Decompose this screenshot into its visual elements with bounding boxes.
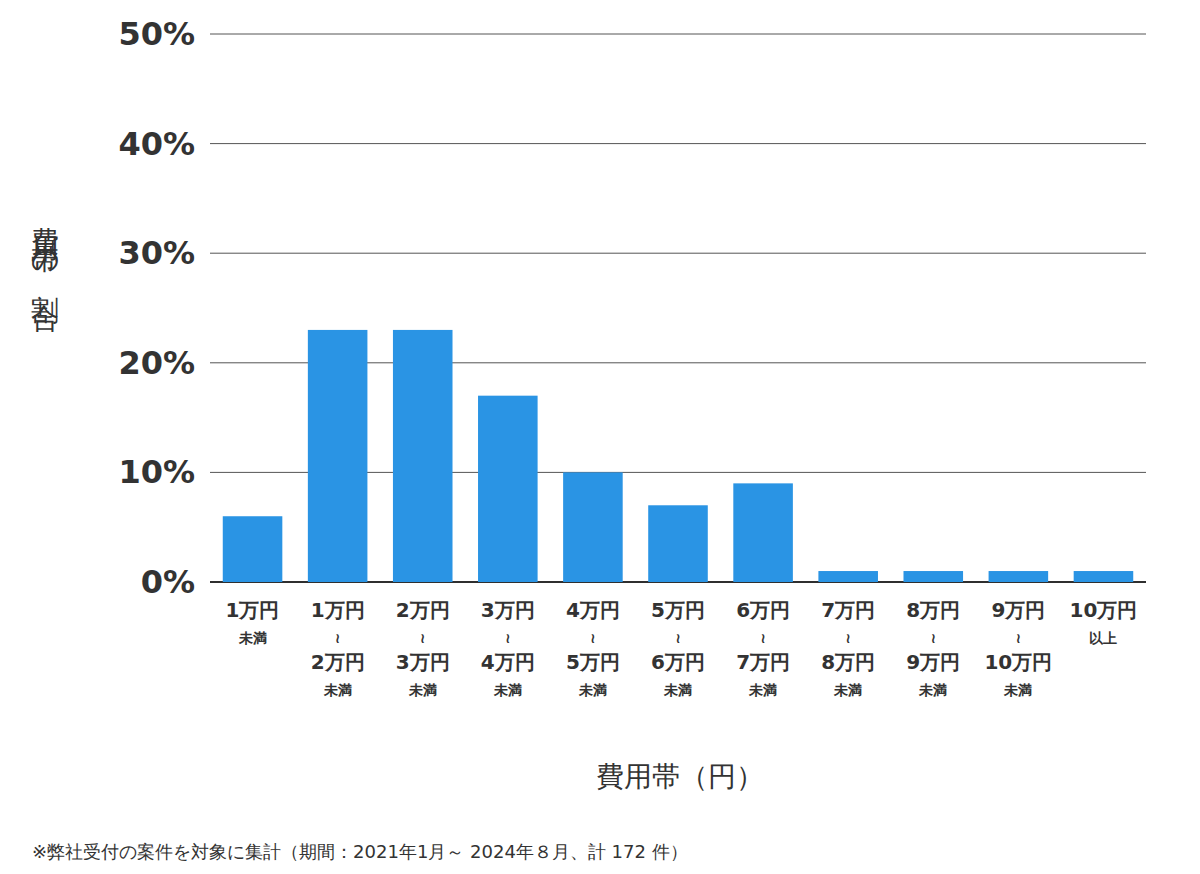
bars xyxy=(223,330,1133,582)
x-tick-line: 3万円 xyxy=(481,598,535,622)
y-tick-label: 20% xyxy=(118,344,195,382)
x-tick-line: 8万円 xyxy=(821,650,875,674)
x-tick-line: 未満 xyxy=(323,682,352,698)
x-tick-line: ≀ xyxy=(1016,630,1021,646)
x-tick-line: ≀ xyxy=(335,630,340,646)
bar xyxy=(818,571,878,582)
x-tick-line: 2万円 xyxy=(311,650,365,674)
x-tick-line: 未満 xyxy=(578,682,607,698)
x-tick-line: 5万円 xyxy=(566,650,620,674)
x-tick-line: 7万円 xyxy=(821,598,875,622)
x-tick-line: 4万円 xyxy=(481,650,535,674)
x-tick-line: 7万円 xyxy=(736,650,790,674)
x-tick-line: 1万円 xyxy=(311,598,365,622)
x-tick-line: 1万円 xyxy=(226,598,280,622)
x-tick-label: 3万円 ≀ 4万円未満 xyxy=(481,598,535,698)
x-tick-line: 以上 xyxy=(1089,630,1117,646)
bar xyxy=(1074,571,1134,582)
x-tick-line: 9万円 xyxy=(906,650,960,674)
x-tick-line: 2万円 xyxy=(396,598,450,622)
x-tick-line: ≀ xyxy=(675,630,680,646)
x-tick-line: 3万円 xyxy=(396,650,450,674)
y-tick-label: 50% xyxy=(118,15,195,53)
x-tick-line: 未満 xyxy=(238,630,267,646)
x-tick-label: 6万円 ≀ 7万円未満 xyxy=(736,598,790,698)
x-tick-line: 8万円 xyxy=(906,598,960,622)
grid-line xyxy=(210,143,1146,144)
x-tick-line: 未満 xyxy=(663,682,692,698)
bar xyxy=(648,505,708,582)
bar xyxy=(223,516,283,582)
x-tick-label: 5万円 ≀ 6万円未満 xyxy=(651,598,705,698)
x-axis-label: 費用帯（円） xyxy=(596,760,764,793)
x-tick-line: ≀ xyxy=(846,630,851,646)
x-tick-label: 2万円 ≀ 3万円未満 xyxy=(396,598,450,698)
x-tick-line: ≀ xyxy=(590,630,595,646)
y-tick-label: 40% xyxy=(118,125,195,163)
x-tick-label: 1万円未満 xyxy=(226,598,280,646)
x-tick-line: ≀ xyxy=(760,630,765,646)
x-tick-label: 8万円 ≀ 9万円未満 xyxy=(906,598,960,698)
y-tick-label: 10% xyxy=(118,453,195,491)
x-tick-line: 6万円 xyxy=(651,650,705,674)
bar xyxy=(989,571,1049,582)
x-tick-line: ≀ xyxy=(505,630,510,646)
grid-line xyxy=(210,34,1146,35)
x-tick-line: ≀ xyxy=(420,630,425,646)
x-tick-line: 10万円 xyxy=(1070,598,1138,622)
x-tick-line: 10万円 xyxy=(984,650,1052,674)
x-tick-line: 9万円 xyxy=(991,598,1045,622)
x-tick-line: 未満 xyxy=(408,682,437,698)
x-tick-label: 4万円 ≀ 5万円未満 xyxy=(566,598,620,698)
bar xyxy=(903,571,963,582)
y-axis-label: 費用帯の割合 xyxy=(29,205,62,333)
footnote: ※弊社受付の案件を対象に集計（期間：2021年1月～ 2024年８月、計 172… xyxy=(32,841,688,862)
x-tick-line: 6万円 xyxy=(736,598,790,622)
x-tick-line: 未満 xyxy=(918,682,947,698)
x-tick-label: 1万円 ≀ 2万円未満 xyxy=(311,598,365,698)
x-tick-label: 7万円 ≀ 8万円未満 xyxy=(821,598,875,698)
x-tick-line: 未満 xyxy=(493,682,522,698)
x-tick-line: 5万円 xyxy=(651,598,705,622)
x-tick-line: 未満 xyxy=(748,682,777,698)
y-tick-label: 0% xyxy=(141,563,195,601)
x-tick-line: 未満 xyxy=(1003,682,1032,698)
bar xyxy=(393,330,453,582)
bar xyxy=(563,472,623,582)
x-tick-line: 未満 xyxy=(833,682,862,698)
x-tick-line: 4万円 xyxy=(566,598,620,622)
x-tick-label: 10万円以上 xyxy=(1070,598,1138,646)
chart: 0%10%20%30%40%50%1万円未満1万円≀2万円未満2万円≀3万円未満… xyxy=(0,0,1200,874)
bar xyxy=(733,483,793,582)
x-tick-line: ≀ xyxy=(931,630,936,646)
bar xyxy=(308,330,368,582)
grid-line xyxy=(210,253,1146,254)
y-tick-label: 30% xyxy=(118,234,195,272)
bar xyxy=(478,396,538,582)
x-tick-label: 9万円 ≀ 10万円未満 xyxy=(984,598,1052,698)
